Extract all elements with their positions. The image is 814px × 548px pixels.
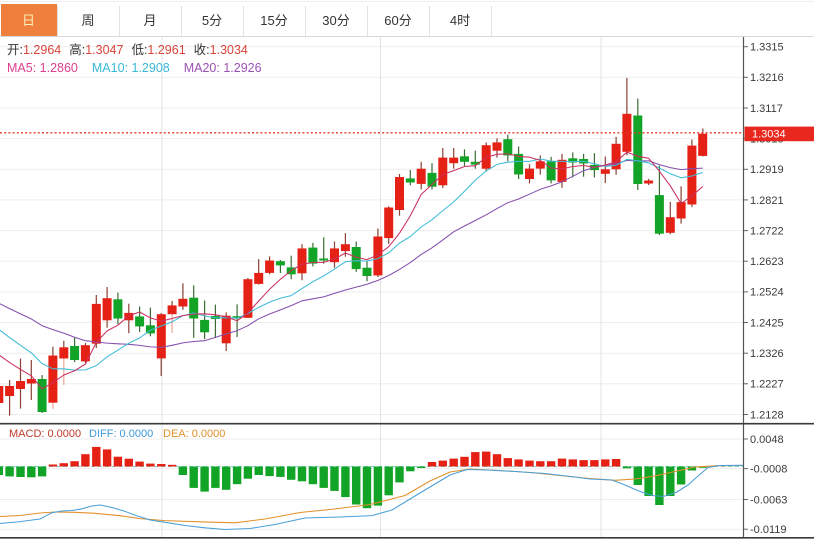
- svg-text:1.2821: 1.2821: [750, 195, 784, 207]
- svg-text:1.2524: 1.2524: [750, 287, 784, 299]
- svg-text:4时: 4时: [450, 13, 470, 28]
- svg-text:-0.0119: -0.0119: [750, 524, 787, 536]
- svg-text:1.3117: 1.3117: [750, 103, 783, 115]
- svg-text:1.2227: 1.2227: [750, 379, 784, 391]
- svg-text:MACD: 0.0000: MACD: 0.0000: [9, 428, 81, 440]
- svg-text:1.3034: 1.3034: [752, 128, 786, 140]
- svg-text:1.3315: 1.3315: [750, 42, 784, 54]
- svg-text:周: 周: [81, 13, 94, 28]
- svg-text:-0.0008: -0.0008: [750, 463, 787, 475]
- svg-text:1.2425: 1.2425: [750, 317, 784, 329]
- svg-text:1.2722: 1.2722: [750, 225, 784, 237]
- svg-text:1.2623: 1.2623: [750, 256, 784, 268]
- svg-text:月: 月: [143, 13, 156, 28]
- svg-text:30分: 30分: [322, 13, 349, 28]
- svg-text:-0.0063: -0.0063: [750, 494, 787, 506]
- svg-text:1.2919: 1.2919: [750, 164, 784, 176]
- svg-text:1.2326: 1.2326: [750, 348, 784, 360]
- svg-text:1.2128: 1.2128: [750, 409, 784, 421]
- svg-text:1.3216: 1.3216: [750, 72, 784, 84]
- svg-text:60分: 60分: [384, 13, 411, 28]
- svg-text:DIFF: 0.0000: DIFF: 0.0000: [89, 428, 153, 440]
- svg-text:0.0048: 0.0048: [750, 434, 784, 446]
- svg-text:DEA: 0.0000: DEA: 0.0000: [163, 428, 225, 440]
- svg-text:15分: 15分: [260, 13, 287, 28]
- svg-text:日: 日: [22, 13, 35, 28]
- svg-text:5分: 5分: [202, 13, 222, 28]
